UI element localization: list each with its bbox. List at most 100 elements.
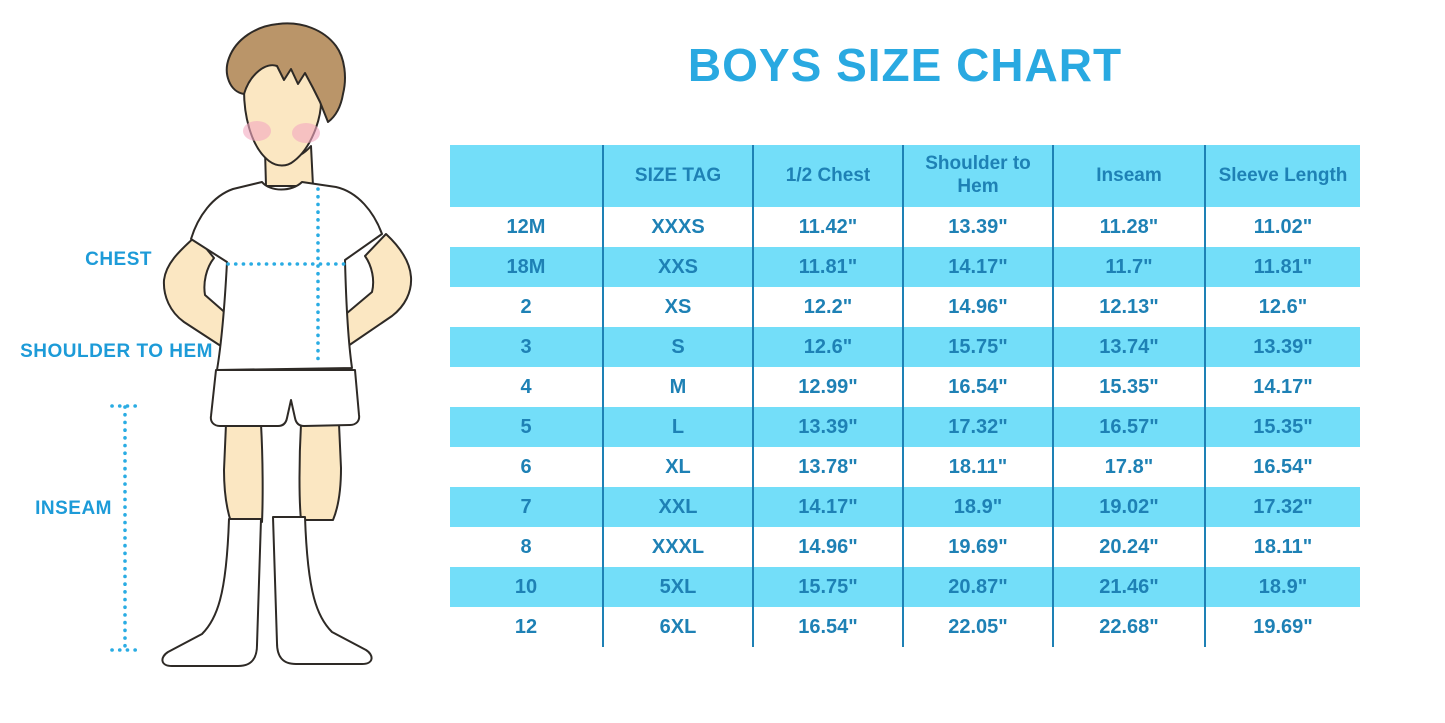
header-cell-size-tag: SIZE TAG [602, 145, 753, 207]
header-cell-inseam: Inseam [1052, 145, 1205, 207]
table-cell: 18.9" [902, 487, 1053, 527]
table-cell: 4 [520, 375, 532, 398]
boy-blush-left [243, 121, 271, 141]
table-cell: 11.02" [1204, 207, 1360, 247]
table-cell: 16.54" [752, 607, 903, 647]
table-row: 12M XXXS 11.42" 13.39" 11.28" 11.02" [450, 207, 1360, 247]
table-row: 6 XL 13.78" 18.11" 17.8" 16.54" [450, 447, 1360, 487]
header-cell-half-chest: 1/2 Chest [752, 145, 903, 207]
table-cell: 16.54" [1204, 447, 1360, 487]
table-cell: 3 [450, 327, 603, 367]
table-cell: 12 [514, 615, 538, 638]
table-cell: 10 [450, 567, 603, 607]
page-title: BOYS SIZE CHART [687, 39, 1123, 91]
table-cell: 15.75" [902, 327, 1053, 367]
table-cell: 12.2" [752, 287, 903, 327]
table-cell: 22.68" [1052, 607, 1205, 647]
table-cell: 12M [506, 215, 546, 238]
table-cell: 13.74" [1052, 327, 1205, 367]
boy-shorts [209, 369, 361, 427]
table-cell: 2 [520, 295, 532, 318]
table-cell: 19.69" [902, 527, 1053, 567]
table-cell: 16.57" [1052, 407, 1205, 447]
table-cell: 7 [450, 487, 603, 527]
size-table: SIZE TAG 1/2 Chest Shoulder to Hem Insea… [450, 145, 1360, 647]
table-row: 18M XXS 11.81" 14.17" 11.7" 11.81" [450, 247, 1360, 287]
table-cell: 17.8" [1052, 447, 1205, 487]
boy-hair [225, 22, 346, 123]
table-row: 4 M 12.99" 16.54" 15.35" 14.17" [450, 367, 1360, 407]
table-cell: 12.6" [752, 327, 903, 367]
table-cell: XXS [602, 247, 753, 287]
table-cell: 14.17" [752, 487, 903, 527]
table-cell: 14.17" [902, 247, 1053, 287]
table-cell: M [602, 367, 753, 407]
table-cell: 18.9" [1204, 567, 1360, 607]
table-cell: 11.7" [1052, 247, 1205, 287]
boy-sock-right [272, 516, 373, 665]
boy-leg-right [298, 423, 342, 521]
table-row: 5 L 13.39" 17.32" 16.57" 15.35" [450, 407, 1360, 447]
table-row: 7 XXL 14.17" 18.9" 19.02" 17.32" [450, 487, 1360, 527]
table-row: 12 6XL 16.54" 22.05" 22.68" 19.69" [450, 607, 1360, 647]
table-cell: XL [602, 447, 753, 487]
table-cell: XXXS [602, 207, 753, 247]
boy-illustration [110, 22, 413, 667]
table-cell: 20.87" [902, 567, 1053, 607]
table-cell: XXL [602, 487, 753, 527]
table-cell: 12.6" [1204, 287, 1360, 327]
table-cell: 6 [520, 455, 532, 478]
table-cell: 21.46" [1052, 567, 1205, 607]
boy-arm-right [333, 233, 413, 347]
table-cell: 11.81" [752, 247, 903, 287]
table-cell: 18M [450, 247, 603, 287]
table-cell: 13.39" [1204, 327, 1360, 367]
table-cell: 5 [450, 407, 603, 447]
size-table-header: SIZE TAG 1/2 Chest Shoulder to Hem Insea… [450, 145, 1360, 207]
table-cell: 12.13" [1052, 287, 1205, 327]
table-cell: 17.32" [902, 407, 1053, 447]
table-cell: 6XL [602, 607, 753, 647]
table-cell: 13.78" [752, 447, 903, 487]
table-row: 8 XXXL 14.96" 19.69" 20.24" 18.11" [450, 527, 1360, 567]
table-cell: L [602, 407, 753, 447]
table-cell: 15.75" [752, 567, 903, 607]
table-cell: 18.11" [902, 447, 1053, 487]
boy-leg-left [223, 423, 264, 523]
shoulder-to-hem-label: SHOULDER TO HEM [20, 341, 213, 362]
table-row: 10 5XL 15.75" 20.87" 21.46" 18.9" [450, 567, 1360, 607]
boy-sock-left [161, 518, 262, 667]
table-cell: S [602, 327, 753, 367]
table-cell: XS [602, 287, 753, 327]
table-cell: 16.54" [902, 367, 1053, 407]
table-cell: 11.42" [752, 207, 903, 247]
table-cell: 18.11" [1204, 527, 1360, 567]
table-cell: 19.69" [1204, 607, 1360, 647]
table-cell: 11.28" [1052, 207, 1205, 247]
table-cell: 17.32" [1204, 487, 1360, 527]
table-cell: 13.39" [752, 407, 903, 447]
table-row: 2 XS 12.2" 14.96" 12.13" 12.6" [450, 287, 1360, 327]
boy-blush-right [292, 123, 320, 143]
table-cell: 14.96" [752, 527, 903, 567]
header-cell-shoulder-to-hem: Shoulder to Hem [902, 145, 1053, 207]
table-cell: 13.39" [902, 207, 1053, 247]
header-cell-sleeve-length: Sleeve Length [1204, 145, 1360, 207]
table-cell: 12.99" [752, 367, 903, 407]
table-cell: 15.35" [1052, 367, 1205, 407]
chest-label: CHEST [85, 249, 152, 270]
size-table-body: 12M XXXS 11.42" 13.39" 11.28" 11.02" 18M XXS 11.… [450, 207, 1360, 647]
header-cell-size [450, 145, 603, 207]
inseam-label: INSEAM [35, 498, 112, 519]
table-cell: 20.24" [1052, 527, 1205, 567]
header-row: SIZE TAG 1/2 Chest Shoulder to Hem Insea… [450, 145, 1360, 207]
table-cell: 22.05" [902, 607, 1053, 647]
boy-tshirt [190, 181, 383, 371]
table-cell: 19.02" [1052, 487, 1205, 527]
table-row: 3 S 12.6" 15.75" 13.74" 13.39" [450, 327, 1360, 367]
table-cell: 11.81" [1204, 247, 1360, 287]
table-cell: 5XL [602, 567, 753, 607]
table-cell: 14.96" [902, 287, 1053, 327]
table-cell: XXXL [602, 527, 753, 567]
